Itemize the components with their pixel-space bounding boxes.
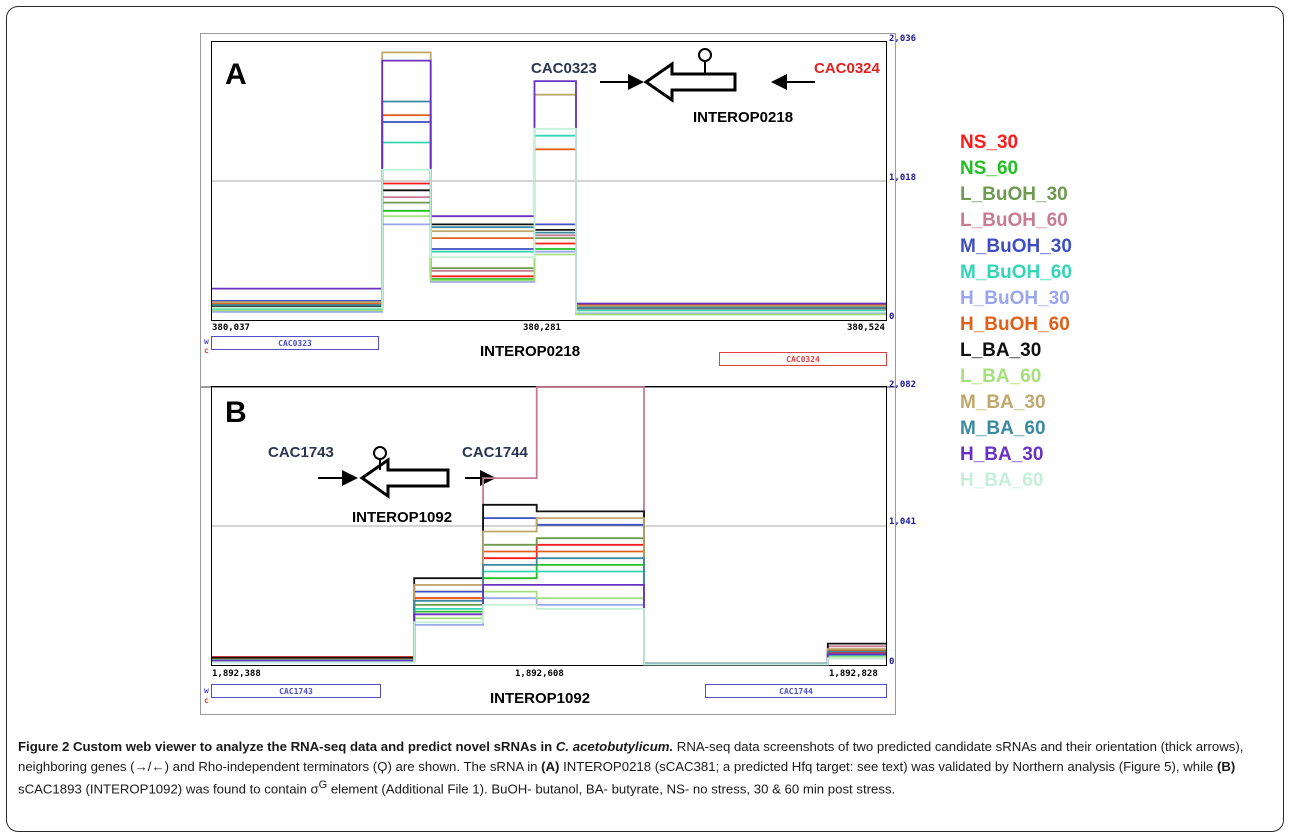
panel-b-series-m-ba-30 (212, 517, 886, 665)
legend-item-ns-60: NS_60 (960, 158, 1019, 179)
panel-a-series-ns-30 (212, 182, 886, 312)
panel-b-genebox-left[interactable]: CAC1743 (211, 684, 381, 698)
panel-a-series-m-ba-60 (212, 100, 886, 309)
panel-a-series-m-ba-30 (212, 51, 886, 308)
panel-a-series-l-buoh-60 (212, 196, 886, 310)
panel-b-ytick-bottom: 0 (889, 657, 895, 667)
caption-ref-a: (A) (541, 758, 560, 774)
caption-body-1: RNA-seq data screenshots of two predicte… (18, 739, 1244, 774)
panel-b-series-group (212, 386, 886, 666)
panel-a-genebox-left[interactable]: CAC0323 (211, 336, 379, 350)
legend: NS_30 NS_60 L_BuOH_30 L_BuOH_60 M_BuOH_30 M_B… (960, 130, 1072, 494)
legend-item-ns-30: NS_30 (960, 132, 1019, 153)
panel-a-interop-label: INTEROP0218 (693, 109, 794, 126)
panel-b-xtick-left: 1,892,388 (212, 669, 261, 679)
legend-item-l-buoh-60: L_BuOH_60 (960, 210, 1068, 231)
caption-species: C. acetobutylicum. (555, 739, 674, 754)
panel-a-plot-area (211, 41, 887, 321)
panel-a-series-h-buoh-60 (212, 114, 886, 306)
panel-a-gene-right-label: CAC0324 (814, 60, 880, 77)
panel-b-series-h-ba-60 (212, 604, 886, 666)
panel-b-gene-left-label: CAC1743 (268, 444, 334, 461)
caption-body-4: element (Additional File 1). BuOH- butan… (327, 781, 896, 797)
panel-a-series-l-ba-60 (212, 215, 886, 316)
panel-a-series-h-ba-30 (212, 59, 886, 305)
panel-b-xtick-mid: 1,892,608 (515, 669, 564, 679)
panel-a-ytick-mid: 1,018 (889, 173, 917, 183)
panel-a-strand-w: w (204, 337, 209, 346)
panel-a-series-group (212, 51, 886, 316)
legend-item-h-buoh-60: H_BuOH_60 (960, 314, 1070, 335)
legend-item-l-buoh-30: L_BuOH_30 (960, 184, 1068, 205)
panel-b-genebox-right[interactable]: CAC1744 (705, 684, 887, 698)
panel-b-srna-thick-arrow-icon (359, 457, 450, 499)
panel-b-terminator-icon (373, 446, 387, 470)
panel-a-ytick-top: 2,036 (889, 34, 917, 44)
panel-b-strand-w: w (204, 686, 209, 695)
panel-b-series-h-ba-30 (212, 584, 886, 666)
panel-b-interop-label: INTEROP1092 (352, 509, 453, 526)
caption-figure-number: Figure 2 (18, 739, 70, 754)
legend-item-h-buoh-30: H_BuOH_30 (960, 288, 1070, 309)
panel-a-xtick-right: 380,524 (847, 323, 885, 333)
legend-item-m-buoh-30: M_BuOH_30 (960, 236, 1072, 257)
panel-a-genebox-right[interactable]: CAC0324 (719, 352, 887, 366)
panel-b-series-h-buoh-60 (212, 550, 886, 665)
figure-caption: Figure 2 Custom web viewer to analyze th… (18, 737, 1273, 799)
panel-b-series-l-buoh-30 (212, 537, 886, 665)
panel-b-xtick-right: 1,892,828 (829, 669, 878, 679)
legend-item-m-buoh-60: M_BuOH_60 (960, 262, 1072, 283)
panel-a-letter: A (225, 58, 247, 91)
legend-item-h-ba-60: H_BA_60 (960, 470, 1044, 491)
panel-b-bottom-label: INTEROP1092 (490, 690, 591, 707)
caption-body-2: INTEROP0218 (sCAC381; a predicted Hfq ta… (559, 758, 1217, 774)
panel-a-strand-c: c (204, 346, 209, 355)
panel-a-xtick-mid: 380,281 (523, 323, 561, 333)
panel-a-gene-left-label: CAC0323 (531, 60, 597, 77)
panel-b-ytick-top: 2,082 (889, 380, 917, 390)
panel-a-ytick-bottom: 0 (889, 312, 895, 322)
panel-b-series-ns-60 (212, 564, 886, 665)
panel-b-gene-right-label: CAC1744 (462, 444, 528, 461)
legend-item-m-ba-60: M_BA_60 (960, 418, 1046, 439)
legend-item-l-ba-60: L_BA_60 (960, 366, 1042, 387)
caption-body-3: sCAC1893 (INTEROP1092) was found to cont… (18, 781, 319, 797)
panel-a-srna-thick-arrow-icon (643, 61, 737, 103)
figure-frame (6, 6, 1284, 832)
panel-a-series-m-buoh-60 (212, 134, 886, 312)
panel-b-series-m-buoh-30 (212, 517, 886, 665)
panel-b-ytick-mid: 1,041 (889, 517, 917, 527)
panel-b-letter: B (225, 396, 247, 429)
legend-item-l-ba-30: L_BA_30 (960, 340, 1042, 361)
panel-a-xtick-left: 380,037 (212, 323, 250, 333)
caption-superscript: G (318, 779, 328, 791)
panel-b-series-l-ba-60 (212, 590, 886, 666)
panel-a-series-ns-60 (212, 209, 886, 315)
panel-a-series-h-ba-60 (212, 127, 886, 313)
legend-item-m-ba-30: M_BA_30 (960, 392, 1046, 413)
caption-ref-b: (B) (1216, 758, 1236, 774)
panel-b-series-m-ba-60 (212, 557, 886, 665)
caption-title: Custom web viewer to analyze the RNA-seq… (69, 739, 556, 754)
panel-a-terminator-icon (698, 48, 712, 74)
panel-a-bottom-label: INTEROP0218 (480, 343, 581, 360)
legend-item-h-ba-30: H_BA_30 (960, 444, 1044, 465)
panel-b-strand-c: c (204, 696, 209, 705)
